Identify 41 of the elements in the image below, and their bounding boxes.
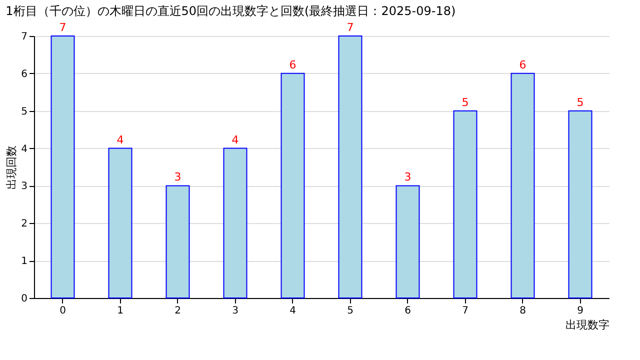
data-label: 7: [346, 21, 354, 34]
y-tick-label: 3: [21, 181, 28, 192]
bar: [338, 36, 362, 298]
x-tick-label: 5: [347, 306, 354, 316]
bar: [108, 148, 132, 298]
data-label: 4: [232, 133, 239, 146]
x-tick-label: 4: [290, 306, 296, 316]
bar: [223, 148, 248, 298]
data-label: 6: [519, 58, 526, 72]
data-label: 5: [576, 96, 584, 109]
bar: [166, 185, 190, 298]
data-label: 5: [462, 96, 469, 109]
y-tick-label: 6: [21, 68, 28, 80]
data-label: 3: [174, 170, 182, 184]
x-tick-label: 7: [462, 306, 468, 316]
bar: [510, 72, 535, 298]
x-tick-label: 9: [577, 306, 584, 316]
x-tick-label: 8: [520, 306, 526, 316]
y-axis-title: 出現回数: [5, 146, 18, 190]
bar: [568, 110, 592, 298]
x-tick-label: 2: [174, 306, 181, 316]
bar: [396, 185, 420, 298]
x-tick-label: 6: [404, 306, 411, 316]
bar: [50, 36, 75, 298]
y-tick-label: 5: [21, 106, 28, 118]
x-tick-label: 0: [60, 306, 66, 316]
data-label: 6: [289, 58, 296, 72]
x-tick-label: 1: [117, 306, 124, 316]
bar: [280, 72, 305, 298]
x-axis-title: 出現数字: [566, 318, 610, 332]
chart-title: 1桁目（千の位）の木曜日の直近50回の出現数字と回数(最終抽選日：2025-09-18): [6, 4, 456, 18]
y-tick-label: 2: [21, 218, 28, 230]
data-label: 3: [404, 170, 412, 184]
y-tick-label: 4: [21, 144, 28, 155]
y-tick-label: 1: [21, 256, 28, 268]
y-tick-label: 7: [21, 32, 28, 42]
data-label: 7: [59, 21, 66, 34]
x-tick-label: 3: [232, 306, 238, 316]
bar: [453, 110, 478, 298]
data-label: 4: [116, 133, 124, 146]
y-tick-label: 0: [21, 294, 28, 304]
